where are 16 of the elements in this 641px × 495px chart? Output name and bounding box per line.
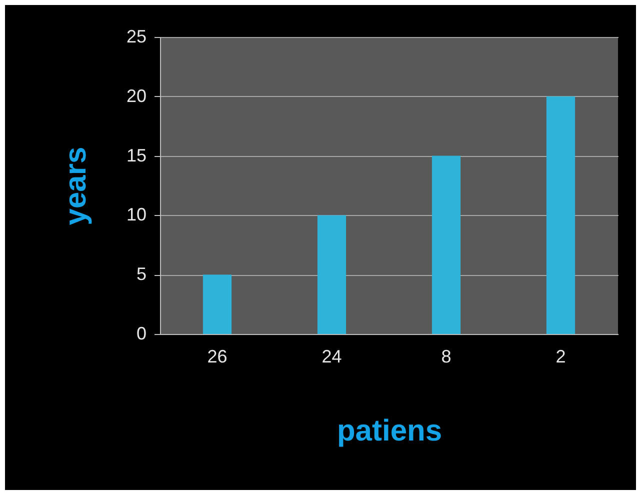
y-axis-title: years (59, 146, 92, 226)
x-tick-label: 24 (322, 346, 342, 366)
bar (202, 274, 232, 334)
y-tick-label: 10 (126, 204, 146, 225)
y-tick-label: 5 (136, 264, 146, 284)
x-axis-title: patiens (336, 414, 442, 448)
y-tick-label: 0 (136, 324, 146, 344)
y-tick-label: 15 (126, 145, 146, 166)
x-tick-label: 2 (556, 346, 566, 366)
y-tick-label: 25 (126, 26, 146, 46)
bar (317, 215, 346, 334)
bar (546, 96, 576, 334)
bar (432, 156, 461, 334)
x-tick-label: 26 (207, 346, 228, 366)
y-tick-label: 20 (126, 86, 146, 106)
x-tick-label: 8 (441, 346, 452, 366)
